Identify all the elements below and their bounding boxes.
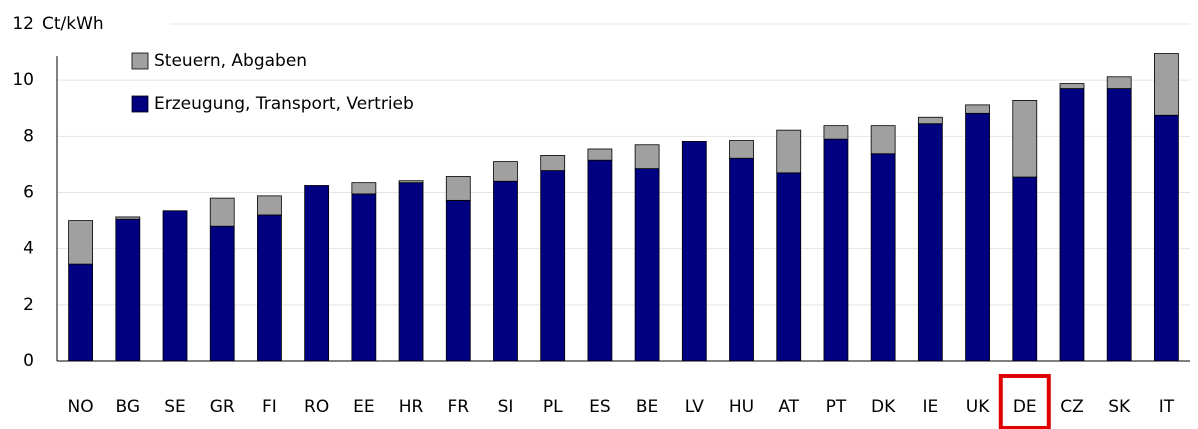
bar-segment bbox=[1012, 176, 1038, 362]
bar-segment bbox=[823, 125, 849, 140]
bar-segment bbox=[257, 195, 282, 216]
x-tick-label: CZ bbox=[1060, 397, 1084, 417]
bar-segment bbox=[1153, 53, 1179, 116]
bar-segment bbox=[209, 197, 235, 227]
x-tick-label: IE bbox=[922, 397, 938, 417]
bar-segment bbox=[351, 182, 377, 195]
bar-segment bbox=[68, 263, 94, 362]
bar-segment bbox=[634, 144, 660, 170]
bar-segment bbox=[445, 199, 471, 362]
x-tick-label: LV bbox=[685, 397, 705, 417]
bar-segment bbox=[870, 153, 896, 362]
x-tick-label: PT bbox=[826, 397, 847, 417]
bar-segment bbox=[776, 129, 802, 174]
y-tick-label: 8 bbox=[23, 126, 34, 146]
bar-segment bbox=[587, 159, 613, 362]
x-tick-label: IT bbox=[1159, 397, 1175, 417]
bar-segment bbox=[729, 140, 754, 159]
bar-segment bbox=[634, 168, 660, 362]
bar-segment bbox=[965, 112, 990, 362]
bar-segment bbox=[209, 225, 235, 362]
x-tick-label: PL bbox=[543, 397, 563, 417]
y-tick-label: 10 bbox=[12, 70, 34, 90]
bar-segment bbox=[115, 216, 141, 220]
x-tick-label: HR bbox=[399, 397, 424, 417]
bar-segment bbox=[351, 193, 377, 362]
bar-segment bbox=[493, 180, 518, 362]
bar-segment bbox=[1106, 88, 1132, 362]
bar-segment bbox=[870, 125, 896, 155]
bar-segment bbox=[1153, 114, 1179, 362]
x-tick-label: HU bbox=[729, 397, 754, 417]
x-tick-label: DK bbox=[871, 397, 896, 417]
y-axis-label: Ct/kWh bbox=[42, 14, 104, 34]
bar-segment bbox=[445, 176, 471, 201]
y-tick-label: 12 bbox=[12, 14, 34, 34]
bar-segment bbox=[257, 214, 282, 362]
legend-label: Steuern, Abgaben bbox=[154, 51, 307, 71]
bar-segment bbox=[965, 104, 990, 114]
bar-segment bbox=[1059, 83, 1085, 89]
y-tick-label: 6 bbox=[23, 183, 34, 203]
bar-segment bbox=[162, 210, 188, 362]
x-tick-label: SE bbox=[164, 397, 186, 417]
y-tick-label: 2 bbox=[23, 295, 34, 315]
bar-segment bbox=[917, 123, 943, 362]
bar-segment bbox=[540, 170, 566, 362]
bar-segment bbox=[681, 140, 707, 362]
x-tick-label: BG bbox=[116, 397, 141, 417]
y-tick-label: 4 bbox=[23, 239, 34, 259]
bar-segment bbox=[115, 218, 141, 362]
bar-segment bbox=[823, 138, 849, 362]
bar-segment bbox=[304, 185, 330, 362]
x-tick-label: EE bbox=[353, 397, 374, 417]
bar-segment bbox=[917, 116, 943, 125]
bar-segment bbox=[587, 148, 613, 161]
x-tick-label: NO bbox=[68, 397, 94, 417]
x-tick-label: FR bbox=[447, 397, 469, 417]
x-tick-label: DE bbox=[1013, 397, 1037, 417]
x-tick-label: UK bbox=[966, 397, 990, 417]
x-tick-label: GR bbox=[210, 397, 235, 417]
y-tick-label: 0 bbox=[23, 351, 34, 371]
legend-label: Erzeugung, Transport, Vertrieb bbox=[154, 94, 414, 114]
bar-segment bbox=[776, 172, 802, 362]
x-tick-label: AT bbox=[778, 397, 799, 417]
x-tick-label: FI bbox=[262, 397, 277, 417]
x-tick-label: RO bbox=[304, 397, 329, 417]
highlight-box bbox=[998, 374, 1051, 429]
bar-segment bbox=[398, 180, 424, 184]
bar-segment bbox=[1012, 99, 1038, 178]
legend-swatch bbox=[131, 52, 149, 70]
x-tick-label: ES bbox=[589, 397, 611, 417]
legend-swatch bbox=[131, 95, 149, 113]
x-tick-label: SI bbox=[498, 397, 514, 417]
x-tick-label: BE bbox=[636, 397, 658, 417]
bar-segment bbox=[729, 157, 754, 362]
bar-segment bbox=[68, 220, 94, 265]
x-tick-label: SK bbox=[1108, 397, 1131, 417]
bar-segment bbox=[493, 161, 518, 182]
bar-segment bbox=[1059, 88, 1085, 362]
bar-segment bbox=[1106, 76, 1132, 89]
bar-segment bbox=[540, 155, 566, 171]
bar-segment bbox=[398, 182, 424, 362]
